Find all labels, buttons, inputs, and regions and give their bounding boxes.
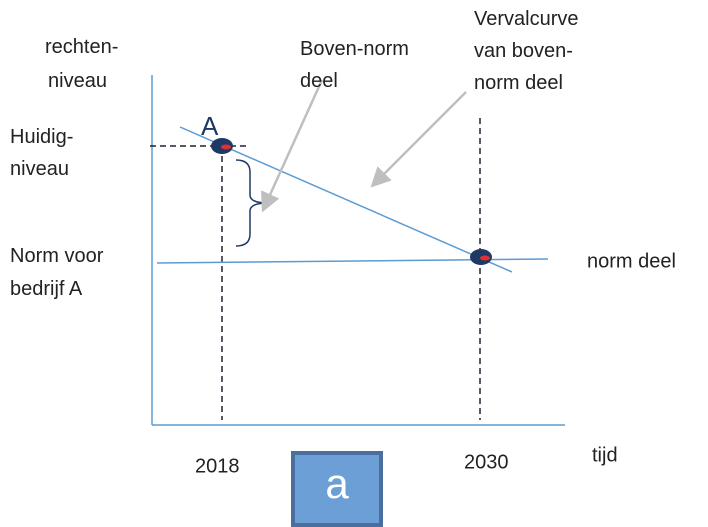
point-2018-center xyxy=(221,144,231,150)
arrow-above-norm xyxy=(261,79,324,213)
point-2030-center xyxy=(480,255,490,261)
x-label-2018: 2018 xyxy=(195,455,240,477)
current-level-label: Huidig-niveau xyxy=(10,126,73,180)
above-norm-label: Boven-norm deel xyxy=(300,38,409,92)
x-axis-label: tijd xyxy=(592,444,618,466)
x-label-2030: 2030 xyxy=(464,451,509,473)
norm-part-label: norm deel xyxy=(587,250,676,272)
arrow-decay xyxy=(370,91,467,188)
point-label: A xyxy=(201,111,219,141)
decay-curve-label: Vervalcurve van boven-norm deel xyxy=(474,8,579,94)
brace xyxy=(235,159,269,247)
decay-line xyxy=(179,126,513,273)
button-a[interactable] xyxy=(291,451,383,527)
button-label: a xyxy=(325,460,349,507)
norm-label: Norm voor bedrijf A xyxy=(10,245,104,300)
y-axis-label: rechten-niveau xyxy=(45,36,118,92)
